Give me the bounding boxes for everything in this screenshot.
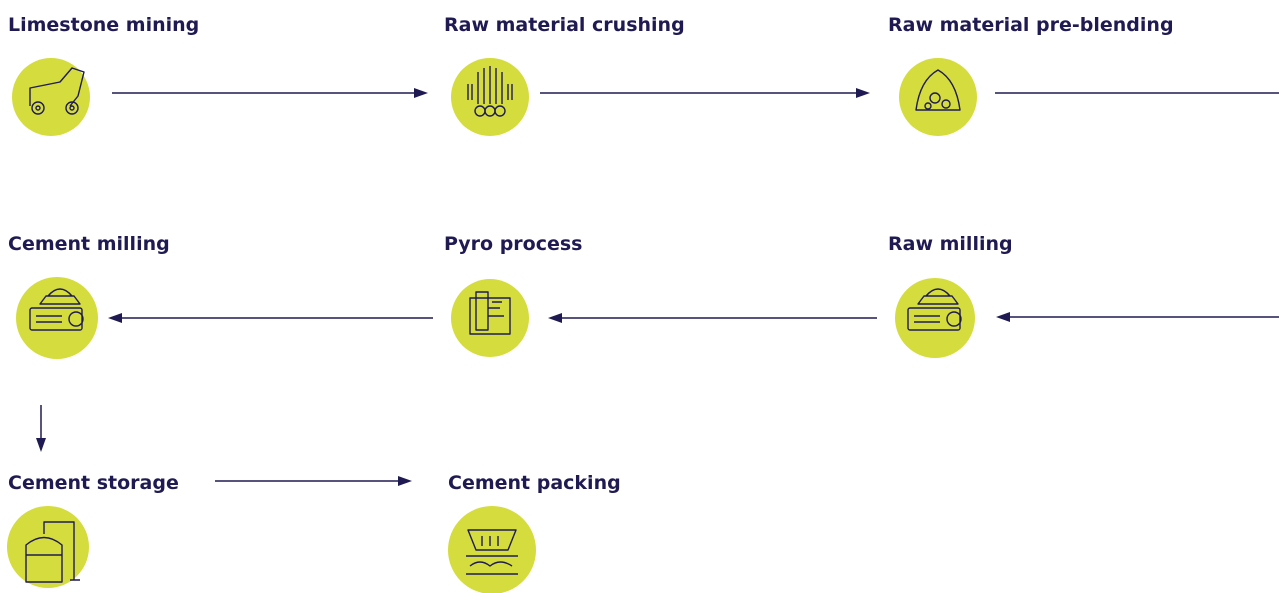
node-label: Limestone mining	[8, 14, 199, 36]
packer-icon	[466, 529, 518, 575]
arrowhead	[548, 313, 562, 323]
node-label: Cement packing	[448, 472, 621, 494]
arrowhead	[856, 88, 870, 98]
silo-icon	[25, 521, 80, 583]
crusher-icon	[467, 66, 513, 117]
node-circle	[7, 506, 89, 588]
node-circle	[895, 278, 975, 358]
mill-icon	[29, 288, 84, 331]
node-label: Raw material pre-blending	[888, 14, 1174, 36]
node-label: Raw milling	[888, 233, 1013, 255]
node-label: Raw material crushing	[444, 14, 685, 36]
arrowhead	[414, 88, 428, 98]
truck-icon	[29, 67, 85, 115]
node-circle	[899, 58, 977, 136]
mill-icon	[907, 288, 962, 331]
arrowhead	[398, 476, 412, 486]
arrowhead	[36, 438, 46, 452]
kiln-icon	[469, 291, 511, 335]
node-circle	[16, 277, 98, 359]
pile-icon	[915, 69, 961, 111]
arrowhead	[108, 313, 122, 323]
arrowhead	[996, 312, 1010, 322]
node-label: Pyro process	[444, 233, 583, 255]
node-circle	[451, 279, 529, 357]
node-label: Cement storage	[8, 472, 179, 494]
node-label: Cement milling	[8, 233, 170, 255]
node-circle	[12, 58, 90, 136]
